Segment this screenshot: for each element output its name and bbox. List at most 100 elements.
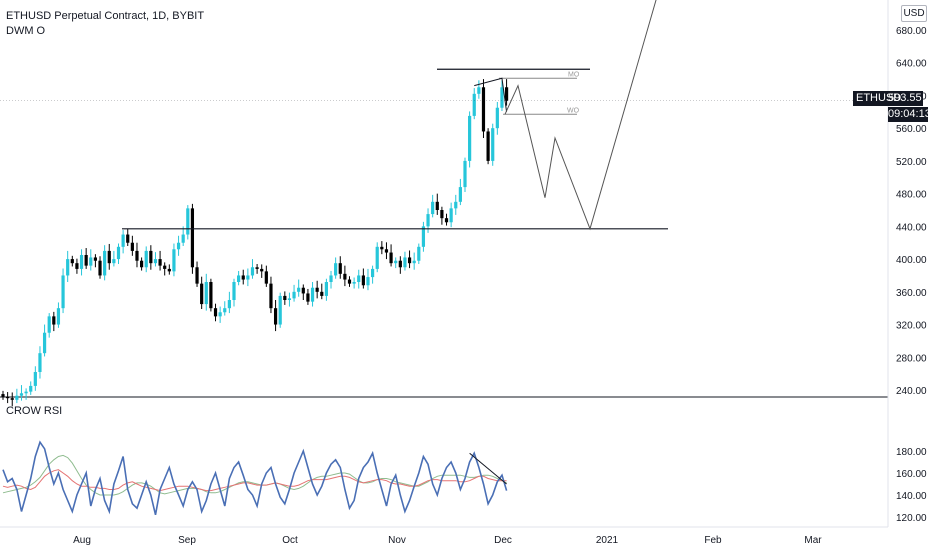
candle-body [491,128,495,161]
candle-body [306,293,310,302]
candle-body [10,398,14,400]
candle-body [375,246,379,269]
candle-body [495,107,499,129]
candle-body [417,246,421,261]
candle-body [47,316,51,333]
x-tick-label: 2021 [596,535,619,546]
candle-body [421,226,426,247]
y-tick-label: 400.00 [896,255,927,266]
candle-body [84,255,88,266]
candle-body [6,396,10,399]
rsi-y-tick-label: 160.00 [896,469,927,480]
candle-body [431,201,435,215]
candle-body [463,160,467,188]
rsi-divergence-line [469,452,507,485]
candle-body [172,249,176,272]
candle-body [213,308,218,317]
candle-body [310,287,315,302]
candle-body [384,249,389,253]
candle-body [440,210,444,219]
candle-body [176,242,181,250]
candle-body [380,246,384,250]
y-tick-label: 440.00 [896,222,927,233]
candle-body [297,287,301,292]
candle-body [468,115,472,161]
candle-body [449,208,453,223]
rsi-title: CROW RSI [6,405,63,417]
candle-body [24,391,28,394]
candle-body [454,201,458,209]
candle-body [444,218,449,223]
candle-body [75,263,79,269]
candle-body [366,277,370,286]
candle-body [320,291,324,296]
rsi-ma-fast [2,469,507,492]
y-tick-label: 320.00 [896,321,927,332]
rsi-y-tick-label: 140.00 [896,491,927,502]
candle-body [472,93,476,116]
candle-body [403,257,407,268]
candle-body [112,259,116,264]
y-tick-label: 280.00 [896,353,927,364]
x-tick-label: Nov [388,535,406,546]
candle-body [181,234,185,243]
candle-body [241,275,245,280]
candle-body [324,282,328,296]
candle-body [70,259,74,264]
candle-body [357,275,361,282]
candle-body [38,353,42,372]
candle-body [204,282,208,305]
candle-body [66,259,70,276]
candle-body [264,271,268,284]
y-tick-label: 640.00 [896,59,927,70]
candle-body [223,308,227,313]
x-tick-label: Aug [73,535,91,546]
candle-body [93,257,97,261]
candle-body [200,283,204,305]
candle-body [195,267,199,284]
indicator-label: DWM O [6,25,46,37]
candle-body [273,308,278,325]
candle-body [1,394,5,397]
candle-body [500,87,504,108]
candle-body [371,268,375,278]
chart-title: ETHUSD Perpetual Contract, 1D, BYBIT [6,10,205,22]
candle-body [107,250,111,264]
candle-body [246,275,250,280]
candle-body [79,255,84,269]
candle-body [338,263,342,274]
candle-body [435,201,439,210]
candle-body [190,208,195,268]
candle-body [116,246,121,260]
candle-body [389,252,393,264]
candle-body [269,283,273,309]
candle-body [352,282,356,284]
candle-body [481,87,486,132]
candle-body [19,393,24,396]
rsi-y-tick-label: 180.00 [896,447,927,458]
candle-body [89,257,93,266]
candle-body [477,87,481,94]
candle-body [153,259,158,264]
candle-body [347,279,352,284]
rsi-ma-slow [2,454,507,496]
candle-body [255,267,259,269]
candle-body [292,291,296,299]
currency-button[interactable]: USD [901,5,927,22]
candle-body [158,259,162,266]
candle-body [334,263,338,276]
candle-body [283,295,287,300]
candle-body [343,273,347,280]
candle-body [301,287,305,294]
candle-body [458,187,462,202]
price-tag-value: 593.55 [888,92,922,104]
candle-body [103,250,107,276]
y-tick-label: 480.00 [896,190,927,201]
candle-body [287,298,292,300]
candle-body [98,260,102,276]
x-tick-label: Sep [178,535,196,546]
price-tag: ETHUSD 593.55 [853,91,923,106]
candle-body [56,308,61,325]
y-tick-label: 680.00 [896,26,927,37]
